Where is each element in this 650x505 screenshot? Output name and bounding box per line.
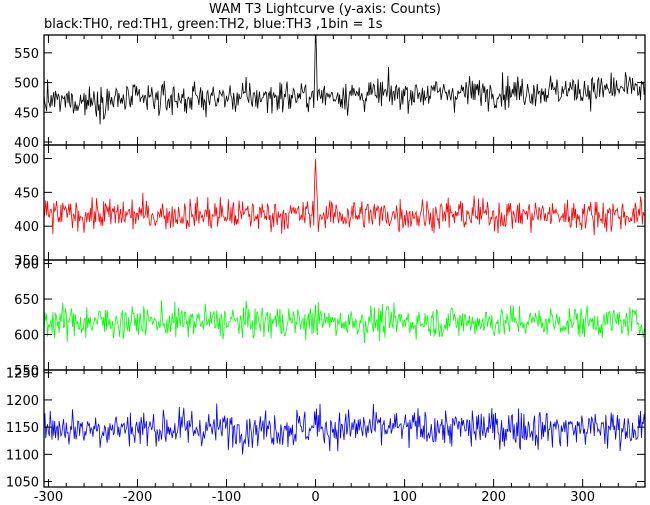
x-tick-label: -200: [123, 490, 153, 505]
x-tick-label: 300: [570, 490, 595, 505]
x-tick-label: 0: [311, 490, 319, 505]
panel-th3: 1050 1100 1150 1200 1250: [6, 367, 646, 491]
y-tick-label: 450: [14, 186, 39, 201]
x-tick-label: -100: [212, 490, 242, 505]
y-tick-label: 550: [14, 47, 39, 62]
series-line-th2: [44, 300, 645, 344]
y-tick-label: 500: [14, 77, 39, 92]
x-tick-label: 200: [481, 490, 506, 505]
y-tick-label: 600: [14, 329, 39, 344]
y-tick-label: 400: [14, 220, 39, 235]
y-tick-label: 1250: [6, 367, 39, 382]
series-line-th0: [44, 35, 645, 125]
y-tick-label: 550: [14, 364, 39, 379]
panel-frame: [43, 144, 646, 261]
series-line-th1: [44, 158, 645, 236]
chart-subtitle: black:TH0, red:TH1, green:TH2, blue:TH3 …: [44, 17, 383, 32]
panel-th2: 550 600 650 700: [14, 258, 646, 379]
y-tick-label: 1050: [6, 476, 39, 491]
chart-title: WAM T3 Lightcurve (y-axis: Counts): [209, 2, 441, 17]
x-tick-label: 100: [392, 490, 417, 505]
x-tick-label: -300: [34, 490, 64, 505]
y-tick-label: 400: [14, 136, 39, 151]
panel-frame: [43, 369, 646, 488]
y-tick-label: 1100: [6, 448, 39, 463]
y-tick-label: 1150: [6, 421, 39, 436]
series-line-th3: [44, 403, 645, 455]
y-tick-label: 450: [14, 106, 39, 121]
y-tick-label: 1200: [6, 394, 39, 409]
panel-th0: 400 450 500 550: [14, 34, 646, 151]
y-tick-label: 350: [14, 254, 39, 269]
y-tick-label: 700: [14, 258, 39, 273]
y-tick-label: 500: [14, 153, 39, 168]
panel-frame: [43, 34, 646, 146]
y-tick-label: 650: [14, 293, 39, 308]
panel-th1: 350 400 450 500: [14, 144, 646, 269]
